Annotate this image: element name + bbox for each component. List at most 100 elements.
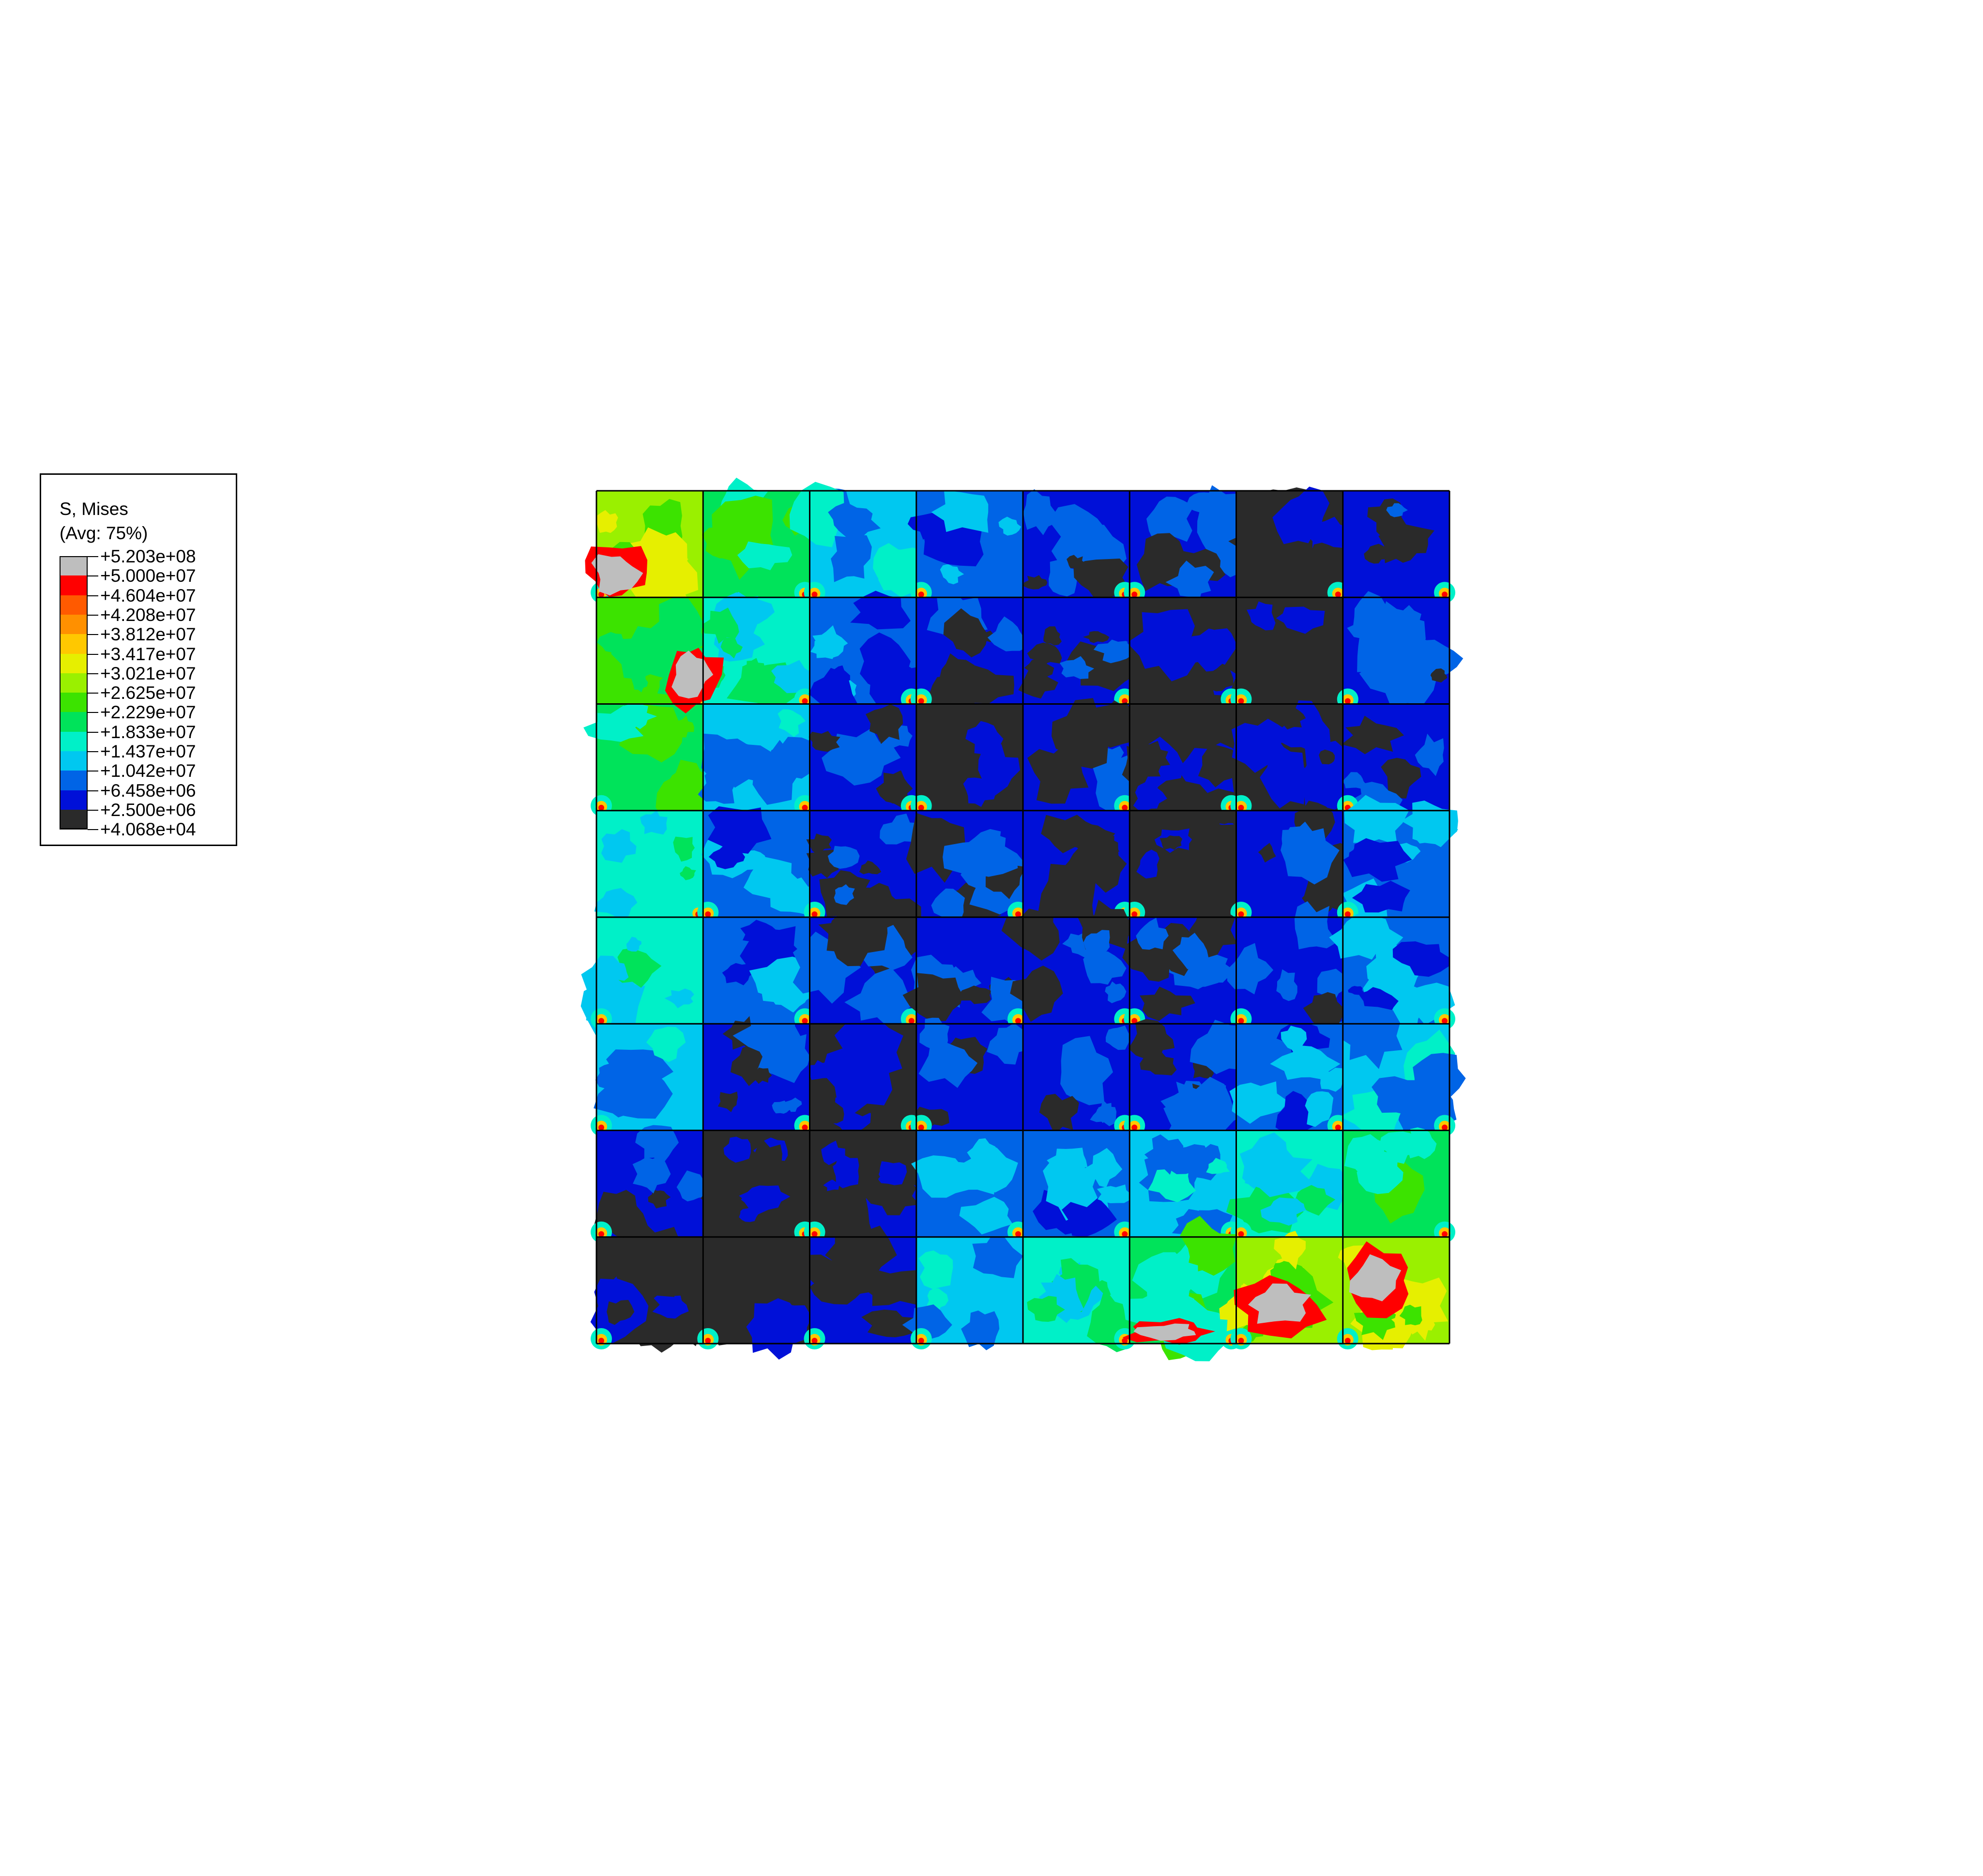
contour-patch: [1348, 986, 1364, 995]
contour-patch: [782, 1097, 802, 1112]
contour-patch: [918, 1250, 953, 1289]
contour-patch: [862, 985, 906, 1015]
contour-patch: [1260, 1197, 1306, 1226]
mesh-cell: [910, 704, 1023, 817]
contour-patch: [1364, 544, 1388, 564]
contour-patch: [607, 1300, 635, 1325]
contour-patch: [607, 961, 629, 981]
contour-patch: [1144, 1134, 1184, 1175]
legend-value: +1.833e+07: [100, 722, 196, 742]
legend-value: +1.042e+07: [100, 761, 196, 781]
contour-patch: [1138, 741, 1170, 774]
contour-patch: [732, 1004, 800, 1065]
legend-value: +2.625e+07: [100, 683, 196, 703]
contour-patch: [1381, 757, 1421, 799]
mesh-cell: [701, 1130, 816, 1243]
stress-hotspot-core: [811, 911, 818, 917]
legend-tick: [88, 653, 98, 655]
contour-patch: [1140, 986, 1195, 1021]
contour-patch: [1276, 969, 1297, 1001]
mesh-cell: [1023, 1024, 1136, 1136]
contour-patch: [1136, 918, 1169, 950]
contour-patch: [707, 806, 772, 854]
contour-patch: [831, 534, 872, 582]
mesh-cell: [1124, 485, 1251, 606]
contour-patch: [877, 1161, 907, 1185]
stress-hotspot-core: [802, 804, 808, 811]
contour-patch: [1196, 821, 1246, 861]
mesh-cell: [804, 1225, 924, 1349]
mesh-cell: [591, 1024, 703, 1136]
mesh-cell: [911, 1130, 1029, 1243]
contour-patch: [1060, 1036, 1113, 1105]
contour-patch: [902, 973, 963, 1021]
legend-value: +4.604e+07: [100, 585, 196, 605]
stress-hotspot-core: [802, 1018, 808, 1024]
mesh-cell: [703, 1004, 816, 1136]
contour-patch: [1303, 992, 1344, 1029]
contour-patch: [1155, 886, 1174, 904]
contour-patch: [666, 768, 714, 821]
legend-tick: [88, 614, 98, 616]
contour-patch: [1187, 492, 1217, 515]
contour-patch: [1247, 601, 1276, 631]
legend-swatch: [60, 751, 88, 771]
contour-patch: [1172, 933, 1209, 970]
contour-patch: [737, 541, 793, 571]
contour-patch: [720, 635, 743, 659]
contour-patch: [739, 850, 766, 870]
stress-hotspot-core: [1335, 1124, 1341, 1131]
legend-swatch: [60, 556, 88, 576]
contour-patch: [1198, 745, 1243, 787]
legend-color-bar-frame: [60, 556, 88, 830]
contour-patch: [1280, 700, 1331, 751]
contour-patch: [701, 1178, 742, 1213]
legend-tick: [88, 556, 98, 557]
legend-value: +4.208e+07: [100, 605, 196, 625]
contour-patch: [1347, 606, 1416, 644]
contour-patch: [1401, 801, 1458, 845]
contour-patch: [1223, 607, 1297, 681]
contour-patch: [632, 1155, 671, 1194]
contour-patch: [718, 1313, 747, 1335]
contour-patch: [1163, 1076, 1234, 1142]
mesh-cell: [1023, 698, 1154, 818]
legend-value: +2.229e+07: [100, 702, 196, 723]
legend-title: S, Mises: [60, 499, 128, 519]
mesh-cell: [1122, 704, 1244, 817]
contour-patch: [1122, 937, 1178, 982]
contour-patch: [943, 832, 1018, 877]
contour-patch: [961, 1310, 1000, 1350]
mesh-cell: [1337, 795, 1458, 935]
mesh-cell: [910, 1017, 1033, 1136]
contour-patch: [1226, 943, 1274, 995]
stress-hotspot-core: [1122, 804, 1128, 811]
contour-patch: [943, 608, 988, 658]
peak-stress-zone: [591, 554, 643, 596]
contour-patch: [1336, 1006, 1403, 1069]
stress-hotspot-core: [1238, 1018, 1244, 1024]
contour-patch: [1165, 560, 1214, 606]
contour-patch: [987, 1023, 1033, 1065]
contour-patch: [987, 616, 1028, 651]
contour-patch: [961, 1148, 1018, 1193]
legend-tick: [88, 771, 98, 772]
legend-swatch: [60, 809, 88, 830]
contour-patch: [1244, 1148, 1314, 1197]
contour-patch: [1185, 628, 1224, 668]
contour-patch: [940, 564, 964, 585]
legend-swatch: [60, 614, 88, 635]
mesh-cell: [1337, 704, 1449, 817]
stress-hotspot-core: [1344, 911, 1351, 917]
contour-patch: [972, 1233, 1023, 1278]
contour-patch: [1023, 575, 1048, 590]
contour-patch: [637, 532, 699, 600]
contour-patch: [1027, 1296, 1065, 1322]
mesh-cell: [1342, 491, 1455, 604]
contour-patch: [998, 516, 1022, 536]
contour-patch: [1083, 930, 1110, 955]
legend-tick: [88, 751, 98, 752]
contour-patch: [861, 1268, 924, 1306]
contour-patch: [1105, 1025, 1131, 1050]
